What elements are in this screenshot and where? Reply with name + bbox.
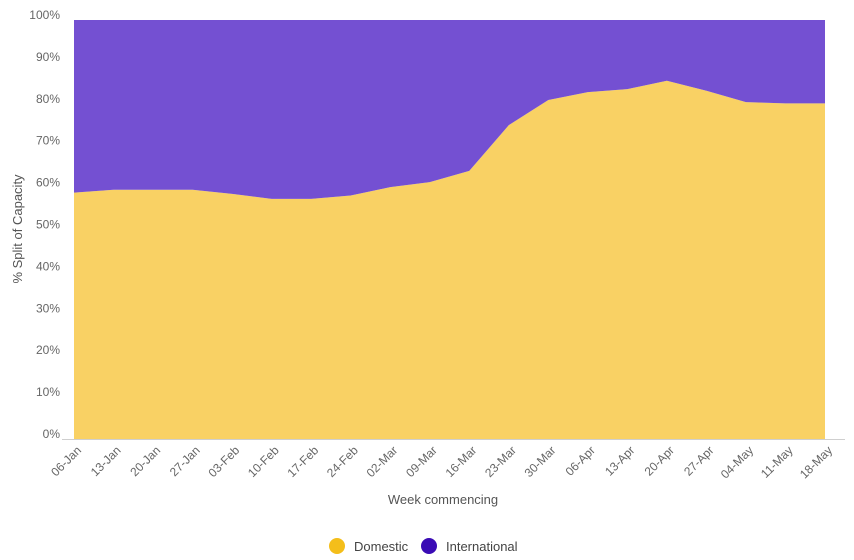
y-axis-ticks: 0% 10% 20% 30% 40% 50% 60% 70% 80% 90% 100% bbox=[29, 8, 60, 441]
x-tick-label: 11-May bbox=[758, 443, 796, 481]
legend-label-domestic[interactable]: Domestic bbox=[354, 539, 409, 554]
x-tick-label: 03-Feb bbox=[205, 443, 242, 480]
legend-label-international[interactable]: International bbox=[446, 539, 518, 554]
y-tick-label: 50% bbox=[36, 218, 60, 232]
y-tick-label: 90% bbox=[36, 50, 60, 64]
x-tick-label: 23-Mar bbox=[482, 443, 519, 480]
y-tick-label: 100% bbox=[29, 8, 60, 22]
x-tick-label: 30-Mar bbox=[522, 443, 559, 480]
area-series bbox=[74, 20, 825, 439]
legend-dot-domestic[interactable] bbox=[329, 538, 345, 554]
legend-dot-international[interactable] bbox=[421, 538, 437, 554]
x-tick-label: 04-May bbox=[718, 443, 756, 481]
area-domestic[interactable] bbox=[74, 80, 825, 439]
y-tick-label: 10% bbox=[36, 385, 60, 399]
y-axis-title: % Split of Capacity bbox=[10, 174, 25, 284]
area-international[interactable] bbox=[74, 20, 825, 199]
x-tick-label: 27-Jan bbox=[167, 443, 203, 479]
y-tick-label: 70% bbox=[36, 134, 60, 148]
x-tick-label: 02-Mar bbox=[364, 443, 401, 480]
x-tick-label: 20-Jan bbox=[127, 443, 163, 479]
x-tick-label: 16-Mar bbox=[443, 443, 480, 480]
x-tick-label: 10-Feb bbox=[245, 443, 282, 480]
x-tick-label: 20-Apr bbox=[642, 443, 677, 478]
y-tick-label: 20% bbox=[36, 343, 60, 357]
y-tick-label: 30% bbox=[36, 301, 60, 315]
x-tick-label: 06-Apr bbox=[563, 443, 598, 478]
legend: Domestic International bbox=[329, 538, 518, 554]
y-tick-label: 80% bbox=[36, 92, 60, 106]
x-axis-title: Week commencing bbox=[388, 492, 498, 507]
y-tick-label: 40% bbox=[36, 259, 60, 273]
x-tick-label: 18-May bbox=[797, 443, 835, 481]
x-tick-label: 06-Jan bbox=[48, 443, 84, 479]
x-tick-label: 17-Feb bbox=[284, 443, 321, 480]
x-tick-label: 13-Apr bbox=[602, 443, 637, 478]
y-tick-label: 0% bbox=[43, 427, 61, 441]
x-tick-label: 13-Jan bbox=[88, 443, 124, 479]
x-tick-label: 09-Mar bbox=[403, 443, 440, 480]
y-tick-label: 60% bbox=[36, 176, 60, 190]
x-tick-label: 24-Feb bbox=[324, 443, 361, 480]
x-tick-label: 27-Apr bbox=[681, 443, 716, 478]
x-axis-ticks: 06-Jan 13-Jan 20-Jan 27-Jan 03-Feb 10-Feb 17-F… bbox=[48, 443, 835, 481]
